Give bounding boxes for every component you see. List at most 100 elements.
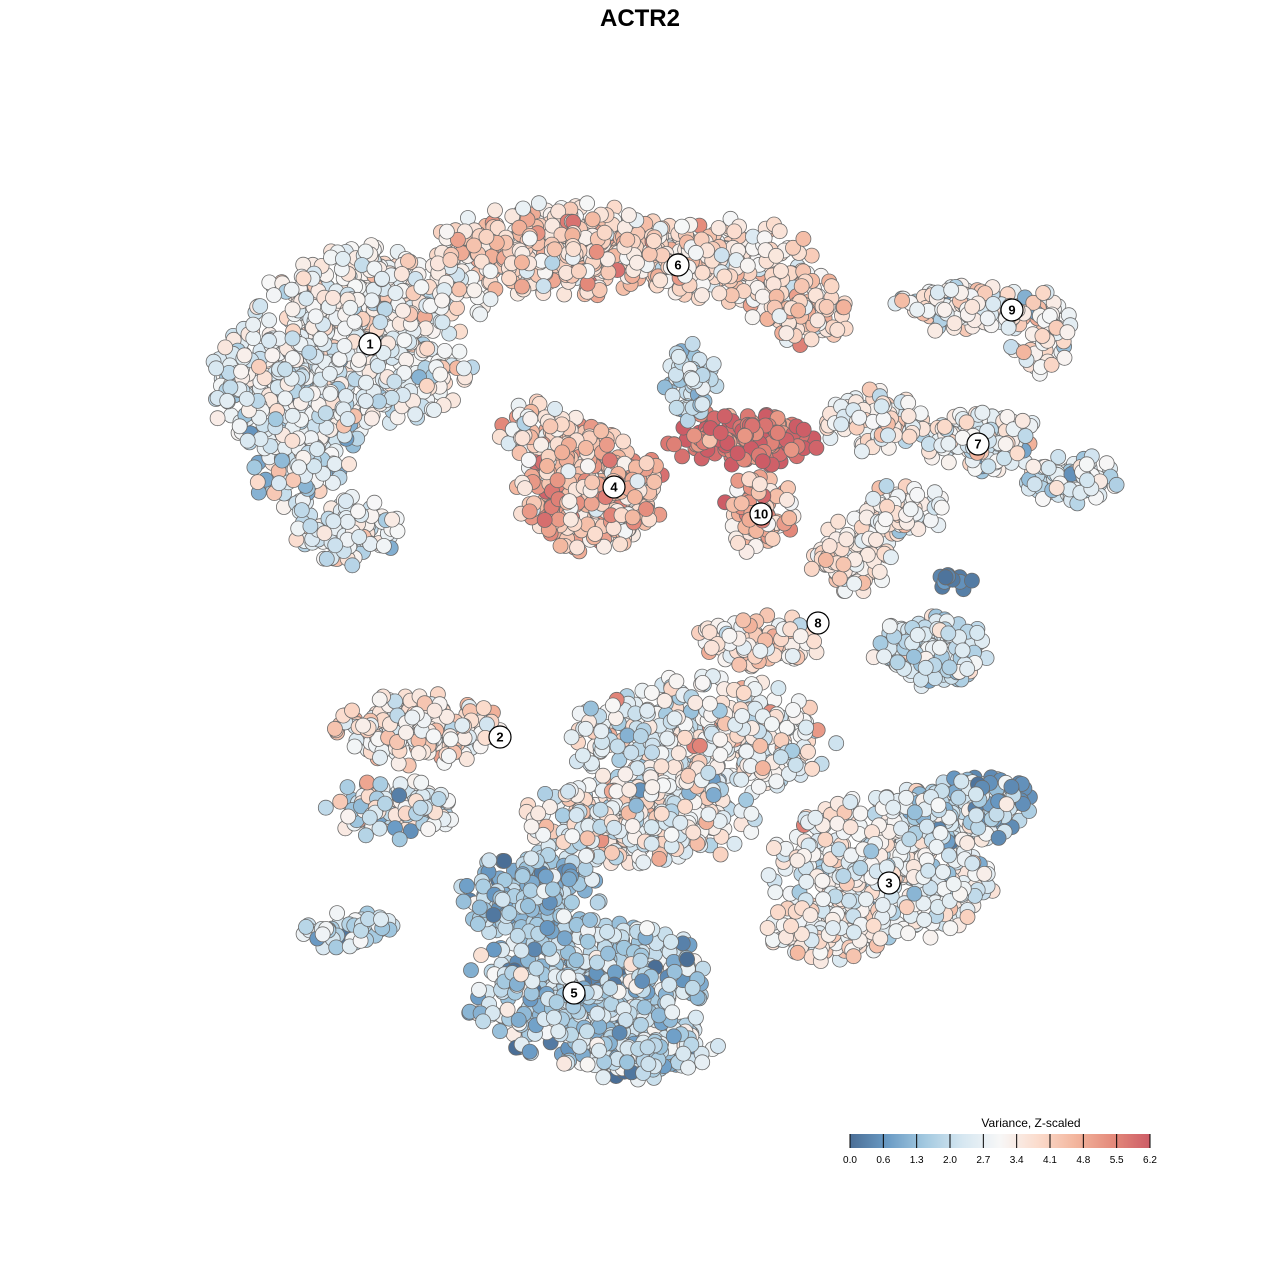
scatter-point [766, 840, 782, 856]
scatter-point [599, 924, 615, 940]
scatter-point [522, 411, 539, 427]
scatter-point [823, 278, 840, 295]
scatter-point [635, 854, 652, 871]
scatter-point [770, 904, 786, 921]
scatter-point [705, 356, 722, 373]
scatter-point [451, 343, 468, 360]
scatter-point [674, 448, 690, 465]
scatter-point [357, 243, 374, 260]
scatter-point [317, 799, 334, 816]
scatter-point [246, 459, 263, 476]
scatter-point [492, 1023, 508, 1040]
scatter-point [569, 539, 585, 556]
scatter-point [787, 757, 804, 773]
scatter-point [878, 478, 895, 494]
scatter-point [487, 202, 503, 219]
scatter-point [517, 480, 533, 497]
scatter-point [793, 278, 810, 295]
scatter-point [617, 766, 634, 783]
scatter-point [818, 298, 835, 315]
scatter-point [922, 929, 939, 946]
scatter-point [969, 625, 986, 641]
scatter-point [359, 774, 376, 791]
scatter-point [800, 743, 816, 760]
scatter-point [339, 779, 356, 795]
scatter-point [767, 884, 784, 901]
scatter-point [831, 570, 848, 587]
scatter-point [817, 831, 834, 848]
scatter-point [916, 912, 933, 928]
scatter-point [781, 510, 798, 527]
scatter-point [674, 218, 690, 235]
scatter-point [688, 1009, 704, 1026]
scatter-point [808, 439, 825, 456]
scatter-point [298, 919, 314, 935]
scatter-point [872, 635, 889, 652]
scatter-point [293, 502, 310, 519]
scatter-point [996, 450, 1012, 467]
scatter-point [496, 853, 513, 869]
scatter-point [829, 321, 846, 338]
scatter-point [372, 749, 388, 766]
scatter-point [623, 744, 640, 761]
scatter-point [328, 939, 345, 956]
scatter-point [563, 729, 580, 746]
scatter-point [552, 538, 569, 554]
scatter-point [593, 723, 610, 740]
scatter-point [852, 805, 869, 822]
scatter-point [990, 830, 1007, 846]
scatter-point [937, 569, 954, 586]
scatter-point [830, 513, 847, 530]
scatter-point [410, 745, 427, 761]
scatter-point [284, 301, 301, 318]
scatter-point [475, 1013, 492, 1030]
scatter-point [652, 272, 669, 289]
scatter-point [894, 292, 910, 309]
scatter-point [828, 735, 845, 752]
scatter-point [964, 572, 980, 589]
scatter-point [593, 423, 610, 440]
scatter-point [526, 941, 543, 958]
scatter-point [712, 846, 729, 863]
scatter-point [449, 300, 465, 316]
scatter-point [726, 835, 743, 852]
scatter-point [770, 680, 787, 696]
scatter-point [463, 962, 479, 979]
scatter-point [426, 402, 442, 418]
scatter-point [803, 247, 820, 264]
scatter-point [599, 436, 615, 453]
scatter-point [871, 564, 888, 580]
scatter-point [1014, 412, 1031, 429]
chart-title: ACTR2 [600, 5, 680, 32]
scatter-point [656, 692, 673, 709]
scatter-point [261, 312, 278, 329]
scatter-point [643, 685, 660, 701]
scatter-point [803, 331, 820, 348]
scatter-point [471, 981, 487, 998]
scatter-point [595, 767, 611, 784]
scatter-point [501, 905, 518, 921]
scatter-point [710, 1038, 726, 1054]
scatter-point [881, 618, 898, 635]
scatter-point [1043, 356, 1060, 373]
scatter-point [883, 549, 899, 566]
scatter-point [806, 633, 822, 650]
scatter-point [633, 1016, 649, 1033]
scatter-point [764, 531, 781, 547]
scatter-point [531, 195, 547, 212]
scatter-point [900, 408, 917, 424]
scatter-point [589, 894, 606, 911]
scatter-point [436, 342, 453, 359]
scatter-point [909, 486, 926, 503]
scatter-point [1098, 455, 1115, 472]
scatter-point [846, 575, 863, 592]
scatter-point [332, 793, 349, 810]
scatter-point [579, 195, 595, 212]
scatter-point [265, 287, 282, 304]
scatter-point [458, 751, 475, 767]
scatter-point [337, 493, 354, 510]
scatter-point [605, 520, 622, 536]
scatter-point [209, 410, 226, 427]
scatter-point [615, 433, 632, 450]
